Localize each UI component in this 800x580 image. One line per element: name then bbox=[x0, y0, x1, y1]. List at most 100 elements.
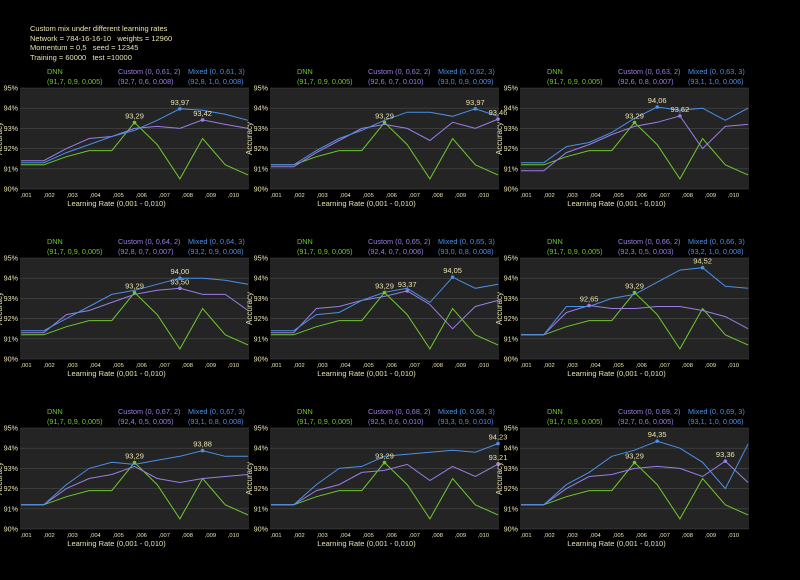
y-tick-label: 91% bbox=[254, 504, 269, 513]
y-tick-label: 95% bbox=[504, 424, 519, 433]
legend-label: DNN bbox=[297, 237, 313, 246]
header-title: Custom mix under different learning rate… bbox=[30, 24, 168, 33]
y-tick-label: 90% bbox=[254, 185, 269, 194]
annotation-marker bbox=[450, 275, 455, 279]
y-tick-label: 94% bbox=[504, 274, 519, 283]
y-tick-label: 90% bbox=[4, 355, 19, 364]
x-tick-label: ,009 bbox=[205, 193, 216, 199]
x-axis-label: Learning Rate (0,001 - 0,010) bbox=[67, 199, 166, 208]
legend-params: (91,7, 0,9, 0,005) bbox=[297, 417, 353, 426]
y-tick-label: 92% bbox=[254, 144, 269, 153]
annotation-marker bbox=[178, 107, 182, 111]
annotation-label: 93,21 bbox=[489, 453, 508, 462]
chart-header: Custom mix under different learning rate… bbox=[30, 24, 172, 62]
y-tick-label: 95% bbox=[4, 84, 19, 93]
annotation-marker bbox=[200, 118, 205, 122]
annotation-marker bbox=[632, 290, 637, 295]
y-tick-label: 95% bbox=[4, 424, 19, 433]
x-tick-label: ,003 bbox=[66, 533, 77, 539]
annotation-label: 93,62 bbox=[671, 105, 690, 114]
annotation-label: 94,00 bbox=[171, 267, 190, 276]
x-tick-label: ,006 bbox=[136, 363, 147, 369]
x-axis-label: Learning Rate (0,001 - 0,010) bbox=[317, 369, 416, 378]
legend-params: (93,0, 0,8, 0,008) bbox=[438, 247, 494, 256]
x-tick-label: ,005 bbox=[363, 533, 374, 539]
x-tick-label: ,008 bbox=[182, 533, 193, 539]
annotation-label: 94,23 bbox=[489, 433, 508, 442]
custom-series-line bbox=[21, 465, 249, 506]
x-tick-label: ,003 bbox=[566, 363, 577, 369]
x-tick-label: ,001 bbox=[270, 533, 281, 539]
legend-label: DNN bbox=[547, 407, 563, 416]
annotation-label: 93,29 bbox=[125, 112, 144, 121]
chart-panel: DNN (91,7, 0,9, 0,005) Custom (0, 0,61, 2)… bbox=[0, 64, 250, 214]
legend-params: (91,7, 0,9, 0,005) bbox=[47, 77, 103, 86]
legend-params: (92,4, 0,5, 0,005) bbox=[118, 417, 174, 426]
y-tick-label: 93% bbox=[4, 294, 19, 303]
legend-label: Mixed (0, 0,63, 3) bbox=[688, 67, 745, 76]
x-tick-label: ,006 bbox=[386, 363, 397, 369]
x-tick-label: ,003 bbox=[316, 193, 327, 199]
y-axis-label: Accuracy bbox=[495, 292, 504, 325]
x-tick-label: ,002 bbox=[43, 363, 54, 369]
x-tick-label: ,005 bbox=[613, 533, 624, 539]
y-tick-label: 95% bbox=[254, 424, 269, 433]
y-tick-label: 95% bbox=[504, 84, 519, 93]
x-tick-label: ,009 bbox=[455, 363, 466, 369]
annotation-marker bbox=[723, 459, 728, 463]
legend-params: (92,7, 0,6, 0,005) bbox=[618, 417, 674, 426]
x-tick-label: ,009 bbox=[205, 533, 216, 539]
legend-params: (93,1, 1,0, 0,006) bbox=[688, 417, 744, 426]
annotation-label: 93,29 bbox=[375, 282, 394, 291]
y-tick-label: 92% bbox=[504, 144, 519, 153]
x-tick-label: ,004 bbox=[590, 363, 602, 369]
x-tick-label: ,001 bbox=[270, 363, 281, 369]
legend-params: (92,3, 0,5, 0,003) bbox=[618, 247, 674, 256]
x-tick-label: ,003 bbox=[66, 193, 77, 199]
x-tick-label: ,010 bbox=[728, 363, 739, 369]
annotation-marker bbox=[700, 265, 705, 270]
y-tick-label: 90% bbox=[504, 525, 519, 534]
chart-panel: DNN (91,7, 0,9, 0,005) Custom (0, 0,65, 2)… bbox=[245, 234, 500, 384]
annotation-marker bbox=[132, 120, 137, 125]
legend-label: DNN bbox=[47, 67, 63, 76]
legend-params: (92,5, 0,6, 0,010) bbox=[368, 417, 424, 426]
y-axis-label: Accuracy bbox=[245, 462, 254, 495]
x-tick-label: ,004 bbox=[590, 193, 602, 199]
x-tick-label: ,006 bbox=[386, 533, 397, 539]
y-tick-label: 92% bbox=[4, 484, 19, 493]
x-tick-label: ,005 bbox=[363, 193, 374, 199]
plot-area bbox=[20, 258, 249, 359]
x-tick-label: ,005 bbox=[363, 363, 374, 369]
plot-area bbox=[270, 258, 499, 359]
y-tick-label: 95% bbox=[4, 254, 19, 263]
x-tick-label: ,009 bbox=[455, 533, 466, 539]
legend-label: DNN bbox=[547, 237, 563, 246]
x-tick-label: ,010 bbox=[728, 193, 739, 199]
y-tick-label: 91% bbox=[504, 334, 519, 343]
annotation-marker bbox=[496, 117, 500, 121]
x-tick-label: ,009 bbox=[705, 363, 716, 369]
annotation-marker bbox=[632, 120, 637, 125]
legend-params: (92,8, 1,0, 0,008) bbox=[188, 77, 244, 86]
annotation-marker bbox=[473, 107, 478, 111]
legend-params: (91,7, 0,9, 0,005) bbox=[547, 247, 603, 256]
x-tick-label: ,001 bbox=[520, 533, 531, 539]
x-tick-label: ,003 bbox=[566, 533, 577, 539]
x-tick-label: ,001 bbox=[20, 533, 31, 539]
x-tick-label: ,009 bbox=[455, 193, 466, 199]
legend-params: (93,1, 0,8, 0,008) bbox=[188, 417, 244, 426]
y-tick-label: 94% bbox=[254, 104, 269, 113]
plot-area bbox=[270, 88, 499, 189]
legend-label: Mixed (0, 0,61, 3) bbox=[188, 67, 245, 76]
x-tick-label: ,004 bbox=[90, 363, 102, 369]
legend-params: (91,7, 0,9, 0,005) bbox=[297, 77, 353, 86]
y-tick-label: 93% bbox=[254, 294, 269, 303]
y-tick-label: 90% bbox=[4, 525, 19, 534]
annotation-label: 93,46 bbox=[489, 108, 508, 117]
legend-label: Mixed (0, 0,62, 3) bbox=[438, 67, 495, 76]
header-training: Training = 60000 test =10000 bbox=[30, 52, 132, 62]
y-tick-label: 92% bbox=[4, 144, 19, 153]
x-tick-label: ,001 bbox=[520, 193, 531, 199]
legend-label: DNN bbox=[547, 67, 563, 76]
